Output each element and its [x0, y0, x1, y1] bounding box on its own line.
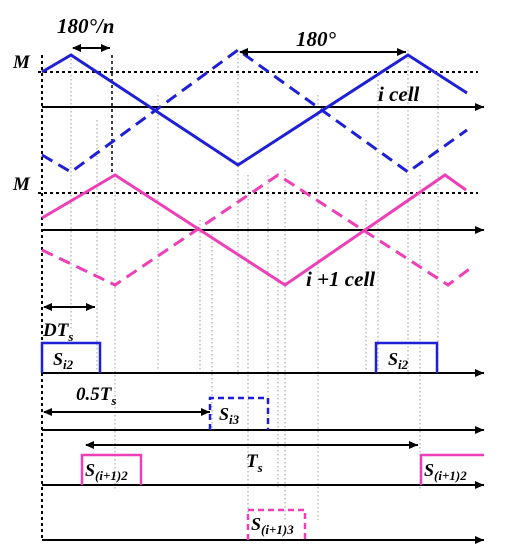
- label-dts: DTs: [42, 320, 73, 344]
- label-s-i1-3: S(i+1)3: [251, 514, 294, 537]
- label-si2-right: Si2: [388, 349, 409, 372]
- label-s-i1-2-left: S(i+1)2: [85, 460, 128, 483]
- i1-cell-carrier-solid: [41, 173, 467, 287]
- label-i1-cell: i +1 cell: [306, 267, 375, 291]
- time-axes: [42, 103, 484, 544]
- label-180-over-n: 180°/n: [57, 14, 114, 38]
- i-cell-carrier-solid: [41, 53, 468, 167]
- label-m-top: M: [12, 52, 31, 73]
- label-m-mid: M: [12, 174, 31, 195]
- si2-pulse-left: [40, 341, 102, 373]
- dimension-arrows: [43, 44, 418, 449]
- label-180: 180°: [296, 27, 337, 51]
- i-cell-carrier-dashed: [41, 48, 468, 174]
- label-half-ts: 0.5Ts: [76, 384, 116, 408]
- label-si3: Si3: [219, 404, 240, 427]
- label-ts: Ts: [246, 451, 263, 475]
- i1-cell-carrier-dashed: [41, 173, 473, 287]
- m-level-lines: [38, 71, 478, 194]
- label-s-i1-2-right: S(i+1)2: [424, 460, 467, 483]
- si2-pulse-right: [374, 341, 439, 373]
- s-i1-2-pulse-left: [80, 453, 143, 485]
- guide-lines: [70, 50, 439, 520]
- si3-pulse: [208, 396, 270, 430]
- label-i-cell: i cell: [378, 82, 420, 106]
- s-i1-2-pulse-right: [419, 453, 484, 485]
- label-si2-left: Si2: [53, 349, 74, 372]
- s-i1-3-pulse: [246, 508, 307, 540]
